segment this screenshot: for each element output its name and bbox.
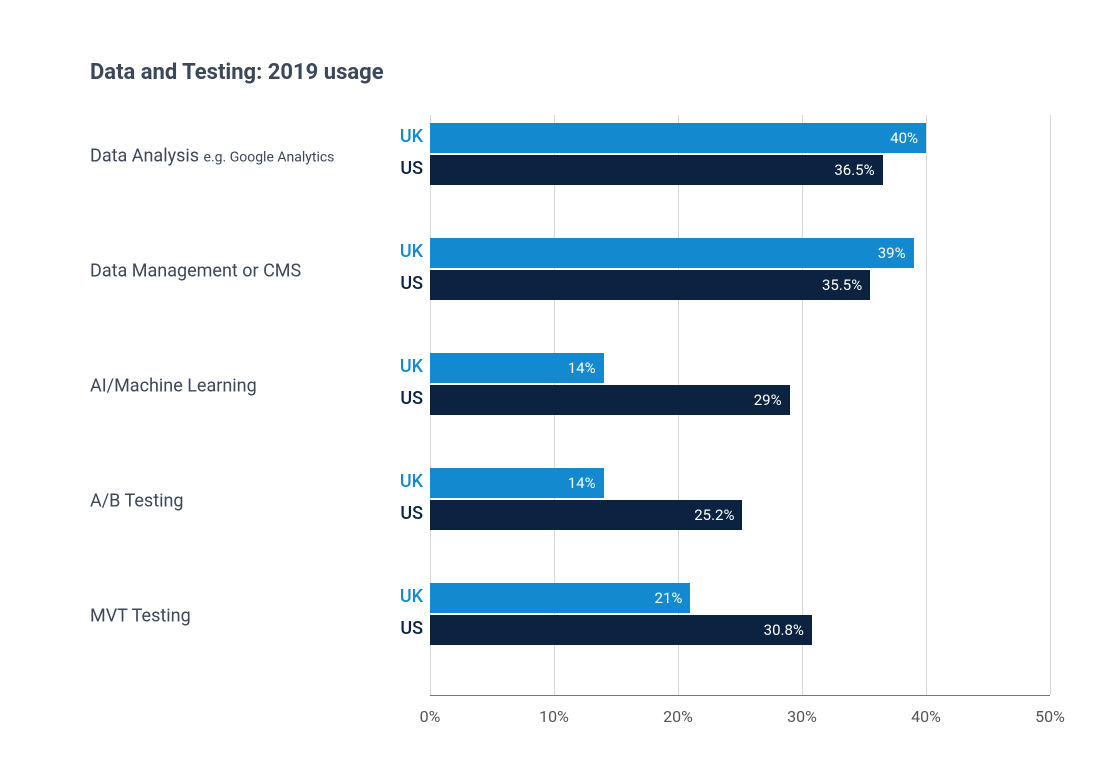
x-axis-line (430, 695, 1050, 696)
bar-us: 30.8% (430, 615, 812, 645)
chart-title: Data and Testing: 2019 usage (90, 60, 1050, 85)
x-tick-label: 40% (911, 707, 941, 726)
series-label-uk: UK (393, 241, 423, 262)
x-tick-label: 10% (539, 707, 569, 726)
plot-area: 0%10%20%30%40%50%Data Analysis e.g. Goog… (90, 115, 1050, 735)
bar-value: 30.8% (764, 621, 804, 639)
bar-value: 39% (878, 244, 906, 262)
bar-value: 29% (754, 391, 782, 409)
category-label: Data Management or CMS (90, 259, 390, 282)
bar-us: 25.2% (430, 500, 742, 530)
x-tick-label: 0% (420, 707, 441, 726)
series-label-uk: UK (393, 471, 423, 492)
series-label-uk: UK (393, 356, 423, 377)
bar-uk: 40% (430, 123, 926, 153)
category-group: Data Analysis e.g. Google AnalyticsUK40%… (90, 121, 1050, 191)
category-label-main: AI/Machine Learning (90, 375, 257, 396)
series-label-us: US (393, 503, 423, 524)
category-label-main: Data Analysis (90, 145, 199, 166)
bar-uk: 14% (430, 353, 604, 383)
bar-uk: 39% (430, 238, 914, 268)
bar-value: 14% (568, 359, 596, 377)
bar-uk: 14% (430, 468, 604, 498)
category-label-main: MVT Testing (90, 605, 191, 626)
bar-value: 36.5% (834, 161, 874, 179)
series-label-us: US (393, 158, 423, 179)
category-label-main: Data Management or CMS (90, 260, 301, 281)
bar-us: 36.5% (430, 155, 883, 185)
category-group: A/B Testing UK 14% US 25.2% (90, 466, 1050, 536)
category-label: Data Analysis e.g. Google Analytics (90, 144, 390, 167)
bar-value: 35.5% (822, 276, 862, 294)
x-tick-label: 20% (663, 707, 693, 726)
category-group: Data Management or CMS UK 39% US 35.5% (90, 236, 1050, 306)
x-tick-label: 30% (787, 707, 817, 726)
x-tick-label: 50% (1035, 707, 1065, 726)
chart-container: Data and Testing: 2019 usage 0% 10% 20% 30%… (90, 60, 1050, 735)
category-label: AI/Machine Learning (90, 374, 390, 397)
series-label-us: US (393, 388, 423, 409)
bar-value: 25.2% (694, 506, 734, 524)
category-label-main: A/B Testing (90, 490, 184, 511)
category-group: MVT Testing UK 21% US 30.8% (90, 581, 1050, 651)
bar-value: 40% (890, 129, 918, 147)
category-label-sub: e.g. Google Analytics (204, 149, 335, 165)
category-label: MVT Testing (90, 604, 390, 627)
category-group: AI/Machine Learning UK 14% US 29% (90, 351, 1050, 421)
series-label-uk: UK (393, 586, 423, 607)
category-label: A/B Testing (90, 489, 390, 512)
grid-line (1050, 115, 1051, 695)
series-label-us: US (393, 618, 423, 639)
bar-value: 21% (655, 589, 683, 607)
bar-uk: 21% (430, 583, 690, 613)
bar-us: 35.5% (430, 270, 870, 300)
bar-value: 14% (568, 474, 596, 492)
series-label-uk: UK (393, 126, 423, 147)
bar-us: 29% (430, 385, 790, 415)
series-label-us: US (393, 273, 423, 294)
